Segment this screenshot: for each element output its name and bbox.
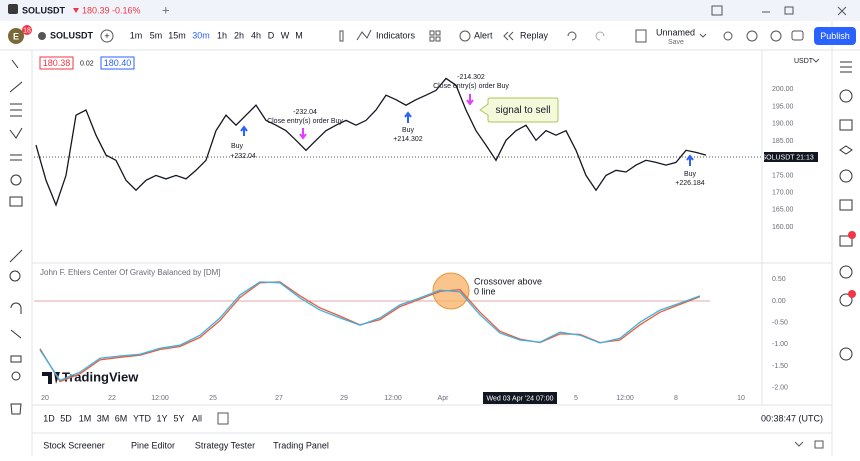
price-tick-label: 175.00 bbox=[772, 172, 794, 179]
trade-amount: -214.302 bbox=[457, 74, 485, 81]
crosshair-time: Wed 03 Apr '24 07:00 bbox=[487, 395, 554, 402]
replay-button[interactable]: Replay bbox=[520, 30, 549, 40]
save-state: Save bbox=[668, 39, 684, 46]
trade-side: Buy bbox=[231, 143, 244, 150]
indicator-tick-label: -0.50 bbox=[772, 319, 788, 326]
last-symbol: SOLUSDT bbox=[761, 154, 795, 161]
timeframe[interactable]: 5D bbox=[60, 413, 72, 423]
price-tick-label: 170.00 bbox=[772, 189, 794, 196]
timeframe[interactable]: 1D bbox=[43, 413, 55, 423]
interval[interactable]: 1h bbox=[217, 30, 227, 40]
window-icon[interactable] bbox=[711, 5, 723, 16]
x-tick-label: 12:00 bbox=[384, 395, 402, 402]
x-tick-label: 5 bbox=[574, 395, 578, 402]
indicator-title: John F. Ehlers Center Of Gravity Balance… bbox=[40, 268, 221, 277]
indicator-line bbox=[39, 281, 701, 383]
trade-amount: +214.302 bbox=[393, 136, 422, 143]
badge: 18 bbox=[23, 27, 31, 34]
bottom-tab[interactable]: Trading Panel bbox=[273, 440, 329, 450]
indicator-tick-label: -1.50 bbox=[772, 363, 788, 370]
interval[interactable]: 1m bbox=[130, 30, 143, 40]
tab-price: 180.39 bbox=[82, 5, 110, 15]
callout bbox=[479, 97, 559, 123]
spread: 0.02 bbox=[80, 60, 94, 67]
x-tick-label: 29 bbox=[340, 395, 348, 402]
alert-button[interactable]: Alert bbox=[474, 30, 493, 40]
bottom-tab[interactable]: Stock Screener bbox=[43, 440, 105, 450]
bottom-tab[interactable]: Strategy Tester bbox=[195, 440, 255, 450]
trade-side: Close entry(s) order Buy bbox=[267, 118, 343, 125]
tab-change: -0.16% bbox=[112, 5, 141, 15]
currency[interactable]: USDT bbox=[794, 58, 814, 65]
indicator-tick-label: -1.00 bbox=[772, 341, 788, 348]
x-tick-label: 12:00 bbox=[616, 395, 634, 402]
symbol[interactable]: SOLUSDT bbox=[50, 30, 94, 40]
sidebar-icons[interactable] bbox=[839, 61, 853, 361]
publish-button[interactable] bbox=[814, 27, 856, 45]
interval[interactable]: 5m bbox=[150, 30, 163, 40]
drawing-tools[interactable] bbox=[9, 59, 23, 415]
x-tick-label: 27 bbox=[275, 395, 283, 402]
timeframe[interactable]: 3M bbox=[97, 413, 110, 423]
timeframe[interactable]: 6M bbox=[115, 413, 128, 423]
x-tick-label: 25 bbox=[209, 395, 217, 402]
layout-name[interactable]: Unnamed bbox=[656, 27, 695, 37]
timeframe[interactable]: All bbox=[192, 413, 202, 423]
x-tick-label: 12:00 bbox=[151, 395, 169, 402]
x-tick-label: 22 bbox=[108, 395, 116, 402]
interval[interactable]: 2h bbox=[234, 30, 244, 40]
annotation: 0 line bbox=[474, 286, 496, 296]
trade-amount: -232.04 bbox=[293, 109, 317, 116]
x-tick-label: 20 bbox=[41, 395, 49, 402]
callout-text: signal to sell bbox=[495, 105, 550, 116]
price-tick-label: 165.00 bbox=[772, 207, 794, 214]
timeframe[interactable]: 5Y bbox=[173, 413, 184, 423]
interval[interactable]: 15m bbox=[168, 30, 186, 40]
indicator-tick-label: 0.50 bbox=[772, 276, 786, 283]
new-tab[interactable]: + bbox=[162, 2, 170, 17]
avatar-letter: E bbox=[13, 31, 19, 41]
svg-text:+: + bbox=[104, 31, 109, 41]
clock: 00:38:47 (UTC) bbox=[761, 413, 823, 423]
trade-side: Buy bbox=[402, 127, 415, 134]
interval[interactable]: M bbox=[295, 30, 303, 40]
tab-bar bbox=[0, 0, 860, 21]
trade-side: Close entry(s) order Buy bbox=[433, 83, 509, 90]
timeframe[interactable]: YTD bbox=[133, 413, 152, 423]
trade-amount: +232.04 bbox=[230, 153, 256, 160]
x-tick-label: 10 bbox=[737, 395, 745, 402]
indicator-tick-label: 0.00 bbox=[772, 298, 786, 305]
price-tick-label: 185.00 bbox=[772, 138, 794, 145]
interval[interactable]: D bbox=[268, 30, 275, 40]
interval[interactable]: 4h bbox=[251, 30, 261, 40]
indicator-tick-label: -2.00 bbox=[772, 385, 788, 392]
price-line bbox=[35, 77, 707, 207]
price-tick-label: 195.00 bbox=[772, 103, 794, 110]
annotation: Crossover above bbox=[474, 276, 542, 286]
x-tick-label: Apr bbox=[438, 395, 450, 402]
indicators-button[interactable]: Indicators bbox=[376, 30, 416, 40]
bottom-tab[interactable]: Pine Editor bbox=[131, 440, 175, 450]
last-time: 21:13 bbox=[796, 154, 814, 161]
price-tick-label: 200.00 bbox=[772, 86, 794, 93]
interval[interactable]: 30m bbox=[192, 30, 210, 40]
avatar[interactable] bbox=[8, 28, 24, 44]
sell-price[interactable]: 180.38 bbox=[43, 58, 71, 68]
interval[interactable]: W bbox=[281, 30, 290, 40]
indicator-line bbox=[39, 281, 701, 382]
tab-icon bbox=[8, 4, 18, 14]
price-tick-label: 190.00 bbox=[772, 121, 794, 128]
timeframe[interactable]: 1M bbox=[79, 413, 92, 423]
tab-symbol: SOLUSDT bbox=[22, 5, 66, 15]
x-tick-label: 8 bbox=[674, 395, 678, 402]
price-tick-label: 160.00 bbox=[772, 224, 794, 231]
timeframe[interactable]: 1Y bbox=[156, 413, 167, 423]
trade-amount: +226.184 bbox=[675, 180, 704, 187]
publish-label: Publish bbox=[820, 31, 850, 41]
trade-side: Buy bbox=[684, 171, 697, 178]
buy-price[interactable]: 180.40 bbox=[104, 58, 132, 68]
